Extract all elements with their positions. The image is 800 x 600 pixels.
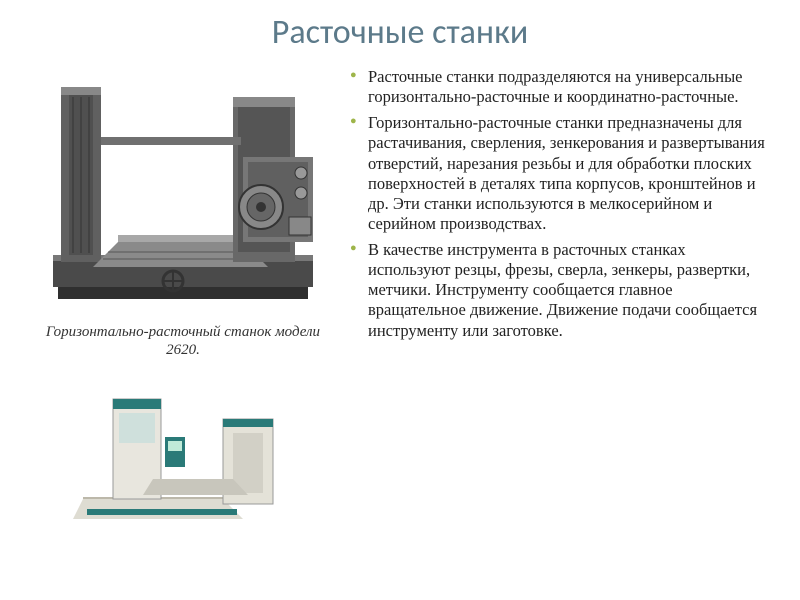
bullet-item: В качестве инструмента в расточных станк… <box>348 240 772 341</box>
left-column: Горизонтально-расточный станок модели 26… <box>28 67 338 529</box>
bullet-item: Горизонтально-расточные станки предназна… <box>348 113 772 234</box>
bullet-item: Расточные станки подразделяются на униве… <box>348 67 772 107</box>
content-row: Горизонтально-расточный станок модели 26… <box>28 67 772 529</box>
slide: Расточные станки <box>0 0 800 600</box>
bullet-list: Расточные станки подразделяются на униве… <box>348 67 772 341</box>
modern-boring-machine-illustration <box>73 369 293 529</box>
boring-machine-illustration <box>33 67 333 317</box>
slide-title: Расточные станки <box>28 12 772 53</box>
image-caption: Горизонтально-расточный станок модели 26… <box>28 323 338 359</box>
right-column: Расточные станки подразделяются на униве… <box>348 67 772 529</box>
